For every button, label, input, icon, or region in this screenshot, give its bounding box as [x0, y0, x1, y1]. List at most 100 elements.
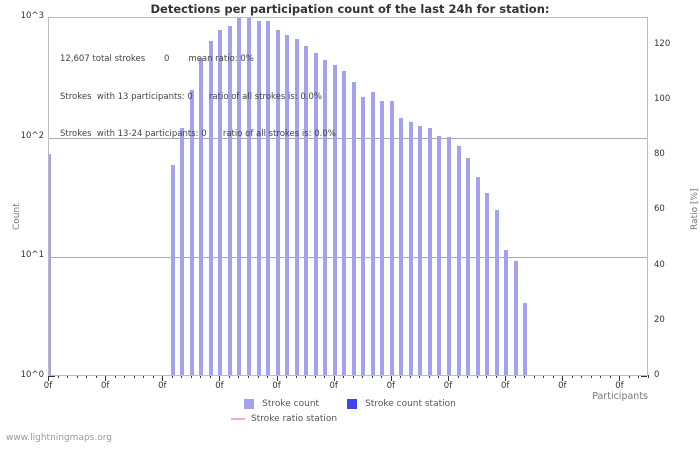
- x-tick-major: [505, 375, 507, 381]
- x-tick-minor: [476, 375, 478, 378]
- chart-legend: Stroke count Stroke count station Stroke…: [0, 396, 700, 426]
- x-tick-major: [619, 375, 621, 381]
- bar: [199, 57, 204, 375]
- bar: [389, 100, 394, 375]
- legend-line-icon: [230, 417, 245, 420]
- y-tick-label: 10^3: [20, 11, 44, 21]
- bar: [304, 46, 309, 375]
- y2-axis-title: Ratio [%]: [690, 188, 700, 230]
- x-tick-major: [448, 375, 449, 381]
- bar: [180, 128, 185, 375]
- x-tick-minor: [171, 375, 173, 378]
- x-tick-major: [333, 375, 335, 381]
- x-tick-major: [219, 375, 221, 381]
- x-tick-label: 0f: [43, 381, 53, 391]
- x-tick-minor: [133, 375, 135, 378]
- y-tick-label: 10^0: [20, 370, 44, 380]
- bar: [408, 122, 413, 375]
- x-tick-minor: [648, 375, 649, 378]
- y2-tick-label: 120: [654, 38, 671, 49]
- bar: [170, 164, 175, 375]
- x-tick-minor: [209, 375, 211, 378]
- bar: [351, 82, 356, 375]
- bar: [504, 250, 509, 375]
- bar: [256, 21, 261, 375]
- bar: [218, 30, 223, 375]
- y2-tick-label: 20: [654, 314, 665, 325]
- legend-swatch-icon: [347, 398, 358, 409]
- footer-url: www.lightningmaps.org: [6, 433, 112, 443]
- bar: [285, 34, 290, 375]
- x-tick-minor: [438, 375, 440, 378]
- bar: [447, 137, 451, 375]
- x-tick-label: 0f: [215, 381, 224, 391]
- x-tick-minor: [371, 375, 373, 378]
- x-tick-label: 0f: [329, 381, 338, 391]
- bar: [332, 64, 337, 375]
- x-tick-minor: [295, 375, 297, 378]
- x-tick-minor: [543, 375, 545, 378]
- x-tick-minor: [305, 375, 307, 378]
- x-tick-minor: [67, 375, 69, 378]
- x-tick-minor: [228, 375, 230, 378]
- y2-tick-major: [641, 376, 647, 377]
- x-tick-major: [562, 375, 564, 381]
- x-tick-minor: [324, 375, 326, 378]
- y2-tick-label: 60: [654, 204, 665, 215]
- bar: [227, 25, 232, 375]
- x-tick-label: 0f: [386, 381, 396, 391]
- x-tick-minor: [57, 375, 59, 378]
- x-tick-minor: [638, 375, 640, 378]
- x-tick-label: 0f: [272, 381, 281, 391]
- bar: [494, 209, 499, 375]
- bar: [361, 97, 366, 375]
- x-tick-minor: [400, 375, 402, 378]
- bar: [513, 260, 518, 375]
- bar: [342, 70, 347, 375]
- x-tick-minor: [95, 375, 97, 378]
- x-tick-minor: [381, 375, 383, 378]
- x-tick-major: [276, 375, 278, 381]
- bar: [247, 18, 251, 375]
- x-tick-major: [105, 375, 107, 381]
- x-tick-minor: [533, 375, 535, 378]
- bar: [323, 59, 328, 375]
- gridline: [49, 138, 647, 139]
- bar: [456, 145, 461, 375]
- x-tick-label: 0f: [615, 381, 624, 391]
- x-tick-minor: [457, 375, 459, 378]
- bar: [237, 18, 242, 375]
- legend-label: Stroke count station: [365, 398, 456, 409]
- x-tick-label: 0f: [443, 381, 453, 391]
- bar: [466, 158, 471, 375]
- y2-tick-label: 100: [654, 93, 671, 104]
- bar: [485, 193, 490, 375]
- legend-row-1: Stroke count Stroke count station: [0, 396, 700, 411]
- bar: [523, 302, 528, 375]
- bar: [380, 100, 385, 375]
- x-tick-minor: [286, 375, 288, 378]
- legend-item-stroke-ratio-station[interactable]: Stroke ratio station: [230, 413, 338, 424]
- bar: [427, 128, 432, 375]
- legend-label: Stroke ratio station: [250, 413, 338, 424]
- legend-swatch-icon: [244, 398, 255, 409]
- x-tick-major: [390, 375, 392, 381]
- plot-area: [48, 17, 648, 376]
- x-tick-minor: [114, 375, 116, 378]
- x-tick-minor: [486, 375, 488, 378]
- x-tick-minor: [581, 375, 583, 378]
- x-tick-minor: [314, 375, 316, 378]
- legend-item-stroke-count[interactable]: Stroke count: [244, 398, 319, 409]
- x-tick-minor: [86, 375, 88, 378]
- x-tick-minor: [609, 375, 611, 378]
- x-tick-label: 0f: [500, 381, 510, 391]
- y-tick-major: [49, 376, 55, 377]
- x-tick-minor: [628, 375, 630, 378]
- x-tick-minor: [524, 375, 526, 378]
- x-tick-minor: [352, 375, 354, 378]
- x-tick-minor: [124, 375, 126, 378]
- legend-item-stroke-count-station[interactable]: Stroke count station: [347, 398, 456, 409]
- bar: [370, 92, 375, 375]
- x-tick-minor: [152, 375, 154, 378]
